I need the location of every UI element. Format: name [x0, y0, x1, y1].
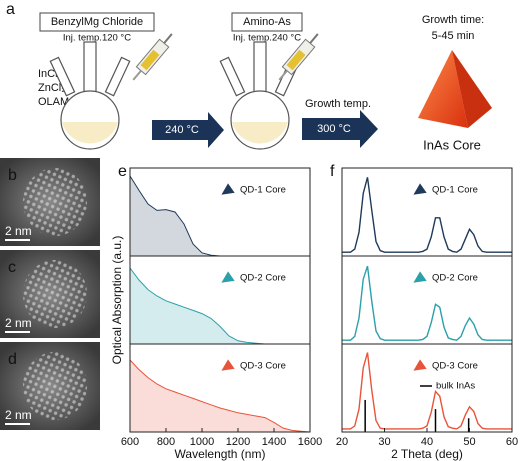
x-axis-label: Wavelength (nm)	[175, 447, 266, 461]
panel-label: c	[8, 259, 16, 276]
reagent-box	[231, 12, 303, 32]
legend-icon	[220, 270, 236, 284]
legend-icon	[412, 182, 428, 196]
legend-label: QD-3 Core	[432, 361, 478, 372]
charts: e QD-1 Core QD-2 Core QD-3 Core 600 800 1000 12…	[110, 163, 518, 461]
legend-icon	[412, 358, 428, 372]
scheme: a BenzylMg Chloride Inj. temp.120 °C InC…	[6, 1, 492, 152]
y-axis-label: Optical Absorption (a.u.)	[110, 236, 124, 365]
legend-icon	[220, 358, 236, 372]
x-tick-label: 1600	[298, 436, 322, 448]
legend-label: QD-2 Core	[432, 273, 478, 284]
area-fill	[130, 176, 310, 256]
pyramid	[418, 50, 492, 128]
legend-icon	[412, 270, 428, 284]
inj-temp: Inj. temp.120 °C	[63, 33, 131, 44]
plot-frame	[129, 167, 311, 433]
product: InAs Core	[423, 137, 481, 152]
lattice	[23, 352, 87, 420]
reagent: Amino-As	[243, 16, 291, 28]
spectrum-line	[342, 352, 512, 430]
lattice	[23, 168, 87, 236]
x-axis-label: 2 Theta (deg)	[391, 447, 463, 461]
panel-label: f	[330, 163, 335, 180]
legend-icon	[220, 182, 236, 196]
panel-label: a	[6, 1, 15, 18]
tem-images: b 2 nm c 2 nm d 2 nm	[0, 158, 100, 430]
lattice	[23, 260, 87, 328]
panel-label: e	[118, 163, 127, 180]
x-tick-label: 20	[336, 436, 348, 448]
legend-label: QD-1 Core	[432, 185, 478, 196]
plot-frame	[341, 167, 513, 433]
x-tick-label: 40	[421, 436, 433, 448]
reagent: BenzylMg Chloride	[51, 16, 143, 28]
x-tick-label: 60	[506, 436, 518, 448]
spectrum-line	[342, 265, 512, 341]
growth-time: 5-45 min	[432, 30, 475, 42]
reagent-box	[39, 12, 155, 32]
arrow-label: 300 °C	[317, 123, 351, 135]
panel-label: b	[8, 167, 17, 184]
arrow-caption: Growth temp.	[305, 98, 371, 110]
arrow	[152, 112, 224, 148]
spectrum-line	[342, 177, 512, 253]
scale-label: 2 nm	[5, 224, 32, 238]
legend-label: bulk InAs	[436, 381, 475, 392]
legend-label: QD-3 Core	[240, 361, 286, 372]
area-fill	[130, 268, 310, 344]
legend-label: QD-1 Core	[240, 185, 286, 196]
x-tick-label: 1200	[226, 436, 250, 448]
legend-label: QD-2 Core	[240, 273, 286, 284]
spectrum-line	[129, 359, 311, 433]
panel-label: d	[8, 351, 17, 368]
x-tick-label: 600	[121, 436, 139, 448]
arrow	[302, 110, 378, 148]
x-tick-label: 30	[378, 436, 390, 448]
precursor: ZnCl₂	[38, 82, 66, 94]
arrow-label: 240 °C	[165, 124, 199, 136]
growth-time: Growth time:	[422, 14, 484, 26]
x-tick-label: 50	[463, 436, 475, 448]
x-tick-label: 800	[157, 436, 175, 448]
area-fill	[130, 360, 310, 432]
flask	[219, 41, 301, 150]
syringe	[278, 33, 319, 81]
scale-label: 2 nm	[5, 408, 32, 422]
flask	[49, 41, 131, 150]
inj-temp: Inj. temp.240 °C	[233, 33, 301, 44]
x-tick-label: 1000	[190, 436, 214, 448]
syringe	[132, 33, 173, 81]
x-tick-label: 1400	[262, 436, 286, 448]
scale-label: 2 nm	[5, 316, 32, 330]
